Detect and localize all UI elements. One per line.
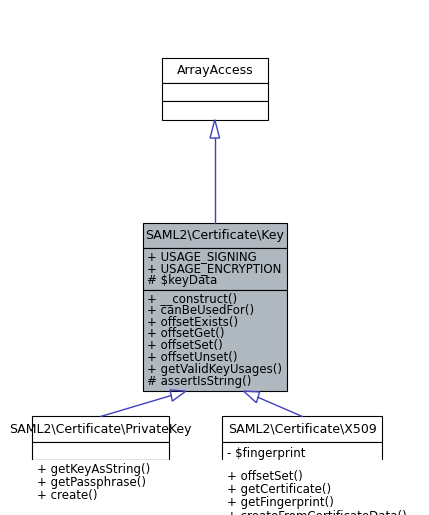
Text: # assertIsString(): # assertIsString() — [147, 375, 251, 388]
FancyBboxPatch shape — [222, 467, 382, 515]
FancyBboxPatch shape — [32, 417, 169, 442]
Text: SAML2\Certificate\Key: SAML2\Certificate\Key — [145, 229, 284, 243]
FancyBboxPatch shape — [142, 290, 287, 391]
Text: + USAGE_ENCRYPTION: + USAGE_ENCRYPTION — [147, 262, 281, 275]
FancyBboxPatch shape — [222, 417, 382, 442]
Text: + offsetUnset(): + offsetUnset() — [147, 351, 238, 364]
Text: # $keyData: # $keyData — [147, 274, 218, 287]
Text: SAML2\Certificate\PrivateKey: SAML2\Certificate\PrivateKey — [9, 423, 192, 436]
Text: + getFingerprint(): + getFingerprint() — [227, 496, 334, 509]
FancyBboxPatch shape — [32, 442, 169, 460]
FancyBboxPatch shape — [142, 249, 287, 290]
Text: + createFromCertificateData(): + createFromCertificateData() — [227, 510, 407, 515]
Text: + offsetGet(): + offsetGet() — [147, 328, 225, 340]
FancyBboxPatch shape — [162, 58, 268, 83]
Text: + create(): + create() — [37, 489, 97, 502]
Text: + getKeyAsString(): + getKeyAsString() — [37, 463, 150, 476]
Text: + USAGE_SIGNING: + USAGE_SIGNING — [147, 250, 257, 263]
Text: + offsetSet(): + offsetSet() — [147, 339, 223, 352]
Text: - $fingerprint: - $fingerprint — [227, 447, 305, 460]
FancyBboxPatch shape — [162, 101, 268, 119]
FancyBboxPatch shape — [32, 460, 169, 506]
Text: + __construct(): + __construct() — [147, 291, 237, 305]
Text: + getValidKeyUsages(): + getValidKeyUsages() — [147, 363, 282, 376]
Text: ArrayAccess: ArrayAccess — [176, 64, 253, 77]
Text: + canBeUsedFor(): + canBeUsedFor() — [147, 304, 254, 317]
FancyBboxPatch shape — [222, 442, 382, 467]
FancyBboxPatch shape — [142, 223, 287, 249]
Text: + getPassphrase(): + getPassphrase() — [37, 476, 146, 489]
Text: + getCertificate(): + getCertificate() — [227, 483, 331, 496]
Text: + offsetSet(): + offsetSet() — [227, 470, 303, 483]
Text: SAML2\Certificate\X509: SAML2\Certificate\X509 — [228, 423, 377, 436]
FancyBboxPatch shape — [162, 83, 268, 101]
Text: + offsetExists(): + offsetExists() — [147, 316, 238, 329]
